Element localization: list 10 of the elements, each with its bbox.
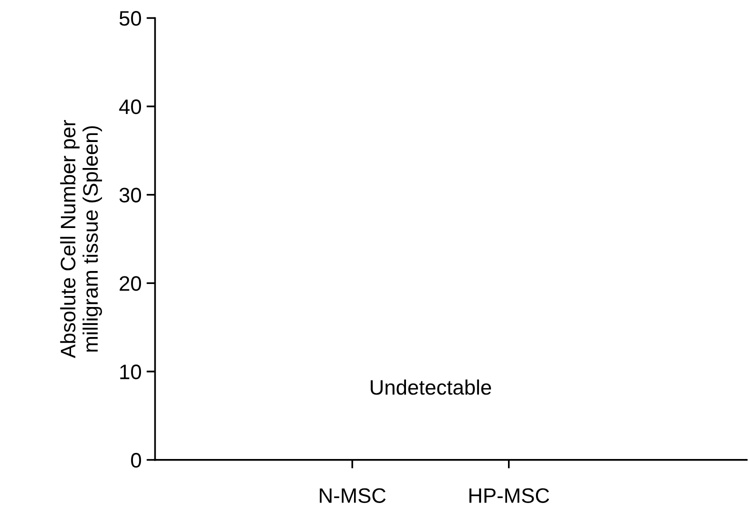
y-tick-label: 50 <box>120 11 142 26</box>
y-tick-label: 40 <box>119 99 142 114</box>
x-tick-label: HP-MSC <box>469 488 550 503</box>
y-tick-label: 20 <box>120 276 142 291</box>
y-axis-title: Absolute Cell Number per milligram tissue (Spleen) <box>60 120 102 358</box>
annotation: Undetectable <box>370 379 492 395</box>
y-tick-label: 0 <box>131 452 142 468</box>
y-tick-label: 30 <box>119 188 142 203</box>
x-tick-label: N-MSC <box>320 488 386 503</box>
y-tick-label: 10 <box>120 364 142 380</box>
